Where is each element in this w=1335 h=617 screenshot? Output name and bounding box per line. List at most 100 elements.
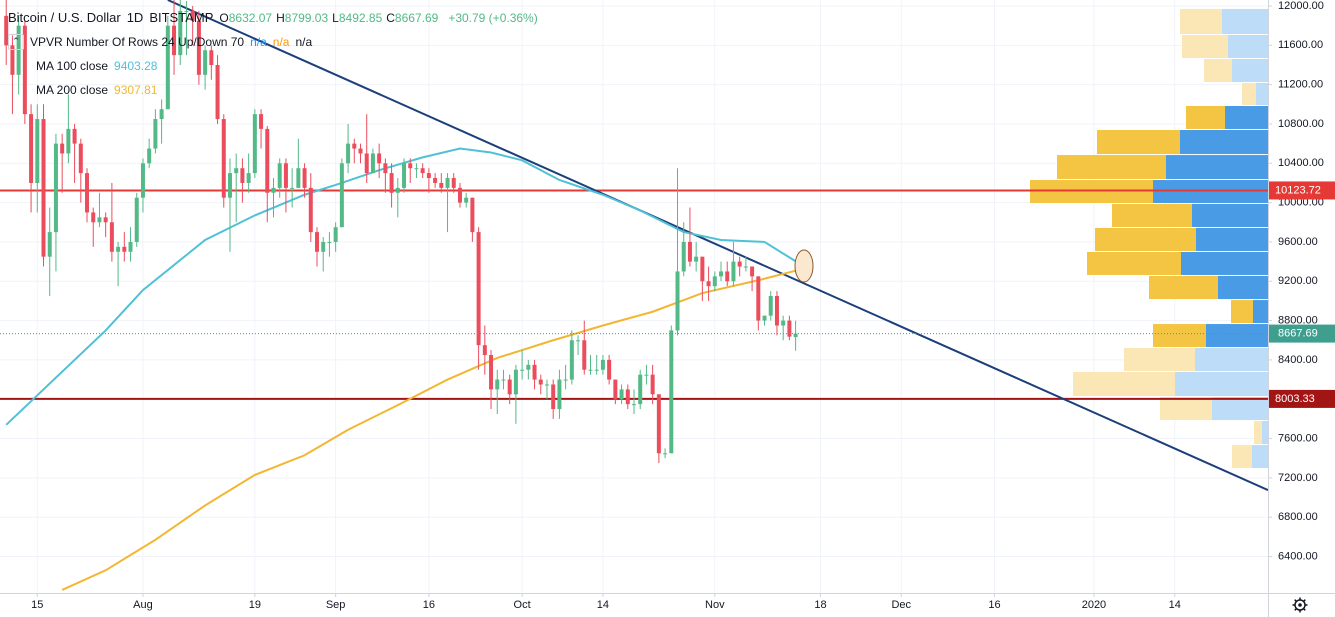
y-tick-label: 6400.00 bbox=[1278, 550, 1318, 562]
candle-body bbox=[308, 187, 313, 233]
x-tick-label: 16 bbox=[423, 599, 435, 611]
vpvr-down bbox=[1180, 129, 1268, 155]
candle-body bbox=[712, 276, 717, 287]
x-tick-label: Dec bbox=[891, 599, 911, 611]
candle-body bbox=[532, 364, 537, 380]
candle-body bbox=[594, 369, 599, 371]
candle-body bbox=[725, 271, 730, 282]
vpvr-up bbox=[1232, 445, 1252, 469]
vpvr-param: n/a bbox=[272, 35, 290, 49]
ma-value: 9403.28 bbox=[114, 59, 158, 73]
candle-body bbox=[433, 178, 438, 183]
candle-body bbox=[364, 153, 369, 174]
settings-button[interactable] bbox=[1292, 597, 1308, 613]
level-label-box bbox=[1269, 389, 1335, 408]
y-tick-label: 7600.00 bbox=[1278, 432, 1318, 444]
y-tick-label: 7200.00 bbox=[1278, 472, 1318, 484]
candle-body bbox=[246, 173, 251, 183]
candle-body bbox=[569, 340, 574, 380]
candle-body bbox=[221, 119, 226, 198]
candle-body bbox=[687, 241, 692, 262]
candle-body bbox=[234, 168, 239, 174]
candle-body bbox=[302, 168, 307, 188]
vpvr-params: n/a n/a n/a bbox=[250, 30, 318, 54]
candle-body bbox=[190, 10, 195, 21]
vpvr-up bbox=[1057, 155, 1166, 180]
candle-body bbox=[339, 163, 344, 228]
candle-body bbox=[520, 369, 525, 371]
candle-body bbox=[10, 45, 15, 75]
candle-body bbox=[35, 119, 40, 183]
candle-body bbox=[60, 143, 65, 154]
ma-legend-row: MA 100 close 9403.28 bbox=[8, 54, 544, 78]
y-tick-label: 9200.00 bbox=[1278, 275, 1318, 287]
y-tick-label: 10800.00 bbox=[1278, 118, 1324, 130]
vpvr-down bbox=[1212, 396, 1268, 421]
gear-hub bbox=[1298, 603, 1302, 607]
vpvr-down bbox=[1153, 180, 1268, 204]
y-tick-label: 11200.00 bbox=[1278, 79, 1323, 91]
gear-teeth bbox=[1292, 597, 1308, 613]
candle-body bbox=[756, 276, 761, 321]
level-label: 10123.72 bbox=[1275, 184, 1321, 196]
candle-body bbox=[159, 109, 164, 120]
candle-body bbox=[420, 168, 425, 174]
candle-body bbox=[613, 379, 618, 400]
candle-body bbox=[402, 163, 407, 188]
ohlc-label: O bbox=[219, 11, 229, 25]
vpvr-down bbox=[1181, 251, 1268, 275]
candle-body bbox=[147, 148, 152, 164]
vpvr-down bbox=[1175, 372, 1268, 396]
candle-body bbox=[408, 163, 413, 169]
candle-body bbox=[370, 153, 375, 174]
collapse-toggle[interactable]: ⌃ bbox=[8, 34, 24, 50]
candle-body bbox=[209, 50, 214, 65]
vpvr-down bbox=[1192, 204, 1268, 227]
candle-body bbox=[557, 379, 562, 410]
x-tick-label: 19 bbox=[249, 599, 261, 611]
vpvr-param: n/a bbox=[295, 35, 313, 49]
x-tick-label: Aug bbox=[133, 599, 153, 611]
vpvr-up bbox=[1087, 251, 1181, 275]
candle-body bbox=[656, 394, 661, 454]
vpvr-layer bbox=[1030, 8, 1268, 469]
price-layer bbox=[0, 0, 1268, 591]
vpvr-down bbox=[1206, 324, 1268, 348]
candle-body bbox=[731, 261, 736, 282]
vpvr-down bbox=[1252, 445, 1268, 469]
candle-body bbox=[134, 197, 139, 242]
candle-body bbox=[22, 25, 27, 115]
candle-body bbox=[607, 359, 612, 380]
candle-body bbox=[600, 359, 605, 370]
candle-body bbox=[321, 241, 326, 252]
vpvr-down bbox=[1166, 155, 1268, 180]
candle-body bbox=[669, 330, 674, 454]
candle-body bbox=[700, 256, 705, 282]
ma-legend-row: MA 200 close 9307.81 bbox=[8, 78, 544, 102]
candle-body bbox=[296, 168, 301, 188]
exchange: BITSTAMP bbox=[149, 10, 214, 25]
vpvr-up bbox=[1180, 8, 1222, 35]
candle-body bbox=[489, 354, 494, 390]
vpvr-up bbox=[1073, 372, 1175, 396]
candle-body bbox=[215, 64, 220, 120]
candle-body bbox=[719, 271, 724, 277]
vpvr-down bbox=[1218, 275, 1268, 300]
vpvr-up bbox=[1186, 105, 1225, 129]
candle-body bbox=[663, 453, 668, 455]
candle-body bbox=[91, 212, 96, 223]
candle-body bbox=[588, 369, 593, 371]
ohlc-label: C bbox=[386, 11, 395, 25]
candle-body bbox=[41, 119, 46, 257]
vpvr-name: VPVR Number Of Rows 24 Up/Down 70 bbox=[30, 35, 245, 49]
change: +30.79 (+0.36%) bbox=[448, 11, 538, 25]
candle-body bbox=[501, 379, 506, 381]
highlight-ellipse bbox=[794, 249, 814, 283]
candle-body bbox=[482, 345, 487, 355]
candle-body bbox=[706, 281, 711, 287]
x-tick-label: Nov bbox=[705, 599, 725, 611]
candle-body bbox=[762, 315, 767, 321]
candle-body bbox=[116, 246, 121, 252]
candle-body bbox=[389, 173, 394, 193]
candle-body bbox=[495, 379, 500, 390]
